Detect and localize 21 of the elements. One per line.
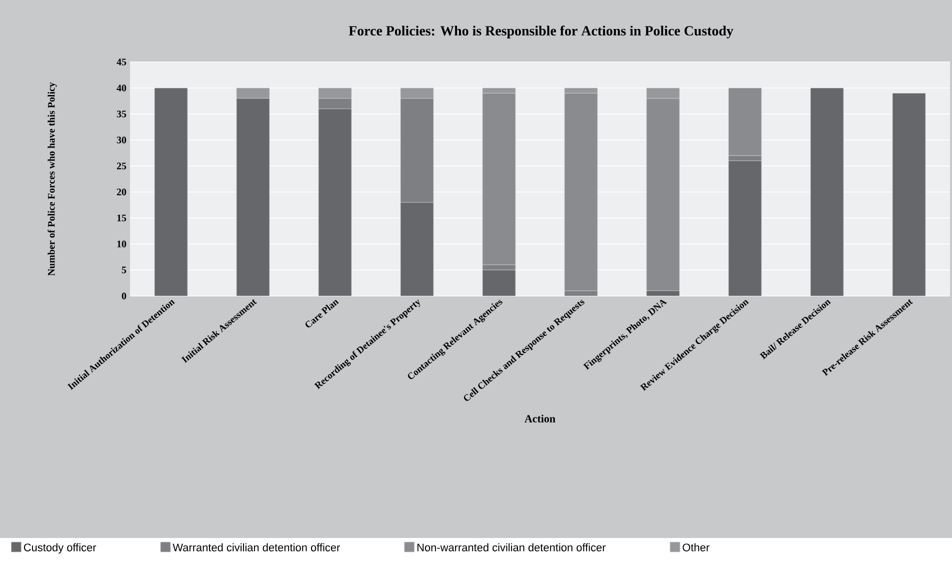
y-tick-label: 30 [116,136,126,144]
y-tick-label: 15 [117,214,126,222]
legend-label: Warranted civilian detention officer [172,543,340,552]
legend-label: Non-warranted civilian detention officer [417,543,606,552]
x-tick-label: Care Plan [305,300,339,328]
y-tick-label: 20 [116,188,126,196]
bar [154,88,188,296]
y-tick-label: 5 [122,266,126,274]
y-tick-label: 40 [116,84,126,92]
bar [892,92,926,296]
y-tick-label: 10 [117,240,126,248]
bar [810,88,844,296]
y-axis-title: Number of Police Forces who have this Policy [48,82,57,276]
legend-label: Custody officer [24,543,96,554]
chart-title: Force Policies: Who is Responsible for Actions in Police Custody [348,26,734,38]
y-tick-label: 0 [122,292,126,300]
y-tick-label: 45 [116,58,126,66]
y-tick-label: 25 [116,162,126,170]
y-tick-label: 35 [116,110,126,118]
x-axis-title: Action [524,414,556,422]
legend-label: Other [682,543,710,552]
